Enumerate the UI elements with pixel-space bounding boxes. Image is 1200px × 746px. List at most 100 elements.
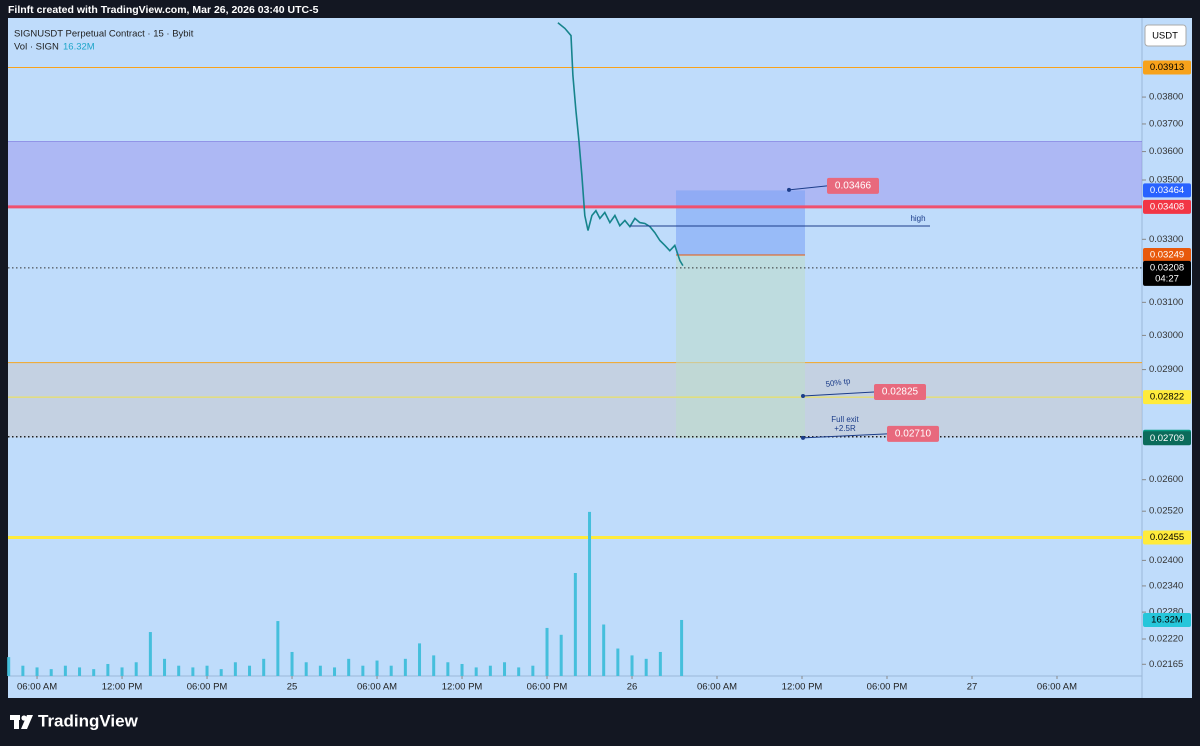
volume-bar [120,667,124,676]
annotation-label: 0.02825 [882,387,919,398]
annotation-box [827,177,879,194]
volume-bar [205,665,209,676]
volume-bar [262,658,266,676]
y-tick-label: 0.03000 [1149,330,1183,341]
volume-bar [347,658,351,676]
volume-legend-value: 16.32M [63,42,95,53]
volume-bar [389,665,393,676]
price-tag-label: 0.02822 [1150,392,1184,403]
price-tag [1143,431,1191,446]
price-tag [1143,199,1191,214]
price-tag-label: 0.03464 [1150,185,1184,196]
y-tick-label: 0.02600 [1149,474,1183,485]
volume-bar [163,658,167,676]
y-tick-label: 0.02400 [1149,555,1183,566]
price-tag-label: 0.02455 [1150,532,1184,543]
volume-tag [1143,612,1191,627]
price-tag-label: 0.02709 [1150,433,1184,444]
volume-bar [177,665,181,676]
price-tag [1143,60,1191,75]
y-tick-label: 0.02900 [1149,364,1183,375]
volume-bar [49,669,53,676]
price-tag-label: 0.03913 [1150,62,1184,73]
x-tick-label: 06:00 PM [527,682,568,693]
x-tick-label: 06:00 PM [187,682,228,693]
volume-bar [248,665,252,676]
x-tick-label: 12:00 PM [782,682,823,693]
volume-bar [35,667,39,676]
price-tag [1143,390,1191,405]
volume-bar [361,665,365,676]
x-tick-label: 06:00 AM [17,682,57,693]
volume-bar [318,665,322,676]
volume-bar [488,665,492,676]
price-tag-label: 0.03249 [1150,250,1184,261]
annotation-label: 0.02710 [895,429,932,440]
price-tag [1143,260,1191,286]
brand-logo [10,715,33,729]
y-tick-label: 0.03300 [1149,234,1183,245]
volume-bar [559,634,563,676]
x-tick-label: 27 [967,682,978,693]
price-tag-countdown: 04:27 [1155,273,1179,284]
volume-bar [290,651,294,676]
currency-label[interactable]: USDT [1152,31,1178,42]
position-target [676,255,805,439]
volume-bar [304,662,308,676]
annotation-anchor [787,187,791,192]
volume-bar [630,655,634,676]
y-tick-label: 0.02520 [1149,506,1183,517]
volume-bar [503,662,507,676]
x-tick-label: 12:00 PM [442,682,483,693]
annotation-box [874,384,926,401]
volume-bar [432,655,436,676]
annotation-note: +2.5R [834,424,856,433]
volume-bar [680,619,684,676]
y-tick-label: 0.03800 [1149,92,1183,103]
y-tick-label: 0.03700 [1149,118,1183,129]
volume-bar [333,667,337,676]
volume-bar [106,663,110,676]
annotation-connector [802,391,875,397]
annotation-box [887,425,939,442]
volume-bar [134,662,138,676]
volume-bar [573,573,577,676]
volume-legend: Vol · SIGN [14,42,59,53]
x-tick-label: 12:00 PM [102,682,143,693]
annotation-anchor [801,394,805,399]
volume-bar [418,643,422,676]
volume-bar [616,648,620,676]
price-tag-label: 0.03208 [1150,262,1184,273]
volume-bar [63,665,67,676]
y-tick-label: 0.03500 [1149,175,1183,186]
brand-name: TradingView [38,711,139,730]
y-tick-label: 0.02220 [1149,634,1183,645]
volume-bar [219,669,223,676]
volume-bar [276,621,280,676]
volume-bar [403,658,407,676]
volume-tag-label: 16.32M [1151,614,1183,625]
currency-button[interactable] [1144,24,1187,47]
zone [8,141,1142,207]
price-tag-label: 0.03408 [1150,201,1184,212]
position-stop [676,190,805,256]
price-tag [1143,248,1191,263]
volume-bar [517,667,521,676]
volume-bar [21,665,25,676]
volume-bar [78,667,82,676]
volume-bar [644,658,648,676]
annotation-connector [788,185,828,191]
volume-bar [446,662,450,676]
chart-layer: high 0.03466 0.02825 50% tp 0.02710 Full exit… [7,22,1191,693]
y-tick-label: 0.03100 [1149,297,1183,308]
high-label: high [910,214,925,223]
volume-bar [588,511,592,676]
header-title: Filnft created with TradingView.com, Mar… [8,4,319,16]
annotation-note: 50% tp [825,376,851,388]
annotation-connector [802,433,888,439]
y-tick-label: 0.03600 [1149,146,1183,157]
volume-bar [545,627,549,676]
x-tick-label: 06:00 PM [867,682,908,693]
zone [8,362,1142,438]
